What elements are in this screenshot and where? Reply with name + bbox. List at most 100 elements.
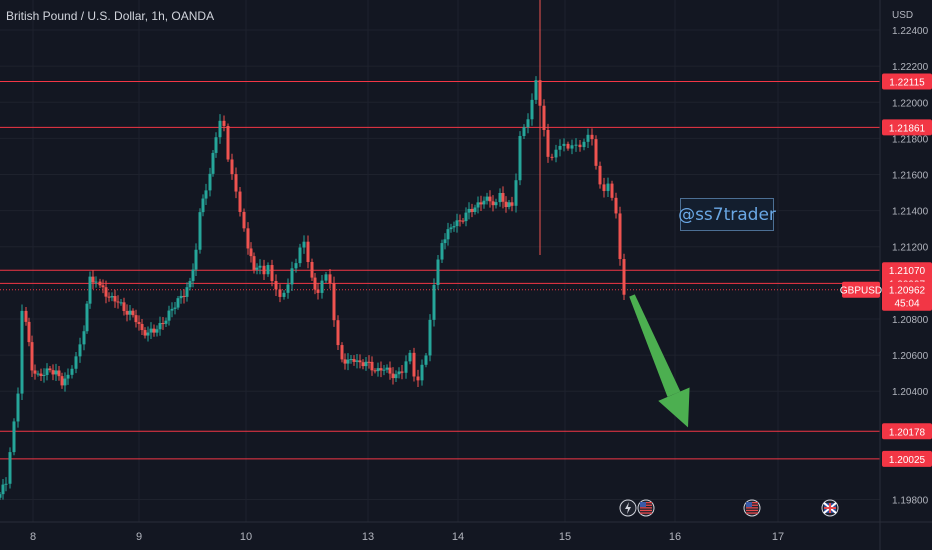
candle-body [188,281,192,288]
x-tick-label: 10 [240,531,252,543]
candle-body [385,367,389,370]
candle-body [78,344,82,357]
candle-body [416,376,420,381]
candle-body [428,319,432,356]
candle-body [526,119,530,128]
candle-body [0,494,2,498]
candle-body [566,143,570,149]
level-tag [882,262,932,279]
flag-stripe [746,507,758,509]
candle-body [27,321,31,343]
us-flag-icon[interactable] [743,499,761,517]
candle-body [208,173,212,191]
candle-body [361,362,365,367]
candle-body [113,296,117,302]
candle-body [91,276,95,283]
candle-body [602,184,606,192]
candle-body [336,320,340,346]
y-tick-label: 1.19800 [892,496,929,507]
level-tag-label: 1.20178 [889,427,926,438]
candle-body [491,201,495,206]
candle-body [578,144,582,148]
event-icons[interactable] [619,499,839,517]
candle-body [54,370,58,375]
x-tick-label: 14 [452,531,464,543]
y-tick-label: 1.20400 [892,387,929,398]
currency-label: USD [892,10,913,21]
candle-body [470,208,474,212]
level-tag-label: 1.20025 [889,455,926,466]
candle-body [218,120,222,138]
lightning-icon[interactable] [619,499,637,517]
candle-body [161,323,165,325]
candle-body [370,361,374,371]
us-flag-icon[interactable] [637,499,655,517]
candle-body [610,183,614,198]
candle-body [60,376,64,386]
candle-body [324,274,328,281]
candle-body [482,200,486,205]
candle-body [501,193,505,202]
candle-body [400,371,404,373]
candle-body [320,280,324,293]
level-tag [882,450,932,467]
candle-body [198,212,202,250]
candle-body [128,310,132,315]
time-axis[interactable]: 8 9 10 13 14 15 16 17 [0,521,932,543]
uk-flag-icon[interactable] [821,499,839,517]
candle-body [16,393,20,422]
y-tick-label: 1.21400 [892,207,929,218]
arrow-shaft [629,294,681,397]
candle-body [302,241,306,248]
last-price-tag [882,281,932,311]
chart-grid [0,0,880,522]
candle-body [606,183,610,192]
y-tick-label: 1.21200 [892,243,929,254]
candle-body [152,328,156,333]
candle-body [238,191,242,212]
candle-body [222,120,226,126]
candle-body [510,202,514,206]
candle-body [12,421,16,453]
candle-body [443,239,447,244]
candle-body [125,310,129,315]
candle-body [48,368,52,371]
candle-body [514,180,518,206]
candles [0,0,626,500]
candle-body [476,202,480,208]
candle-body [379,368,383,371]
candle-body [20,310,24,394]
candle-body [170,308,174,311]
candle-body [214,137,218,153]
candle-body [352,359,356,362]
level-tag [882,73,932,90]
candle-body [230,159,234,175]
candle-body [36,373,40,375]
candle-body [74,356,78,369]
y-tick-label: 1.20800 [892,315,929,326]
candle-body [582,141,586,148]
candle-body [373,370,377,372]
candle-body [332,283,336,321]
candle-body [8,452,12,484]
candle-body [574,144,578,146]
price-axis[interactable]: 1.22400 1.22200 1.22000 1.21800 1.21600 1.214… [840,0,932,550]
candle-body [176,298,180,308]
candle-body [622,259,626,295]
candle-body [286,284,290,293]
candle-body [488,196,492,202]
arrow-head [658,387,690,428]
candle-body [182,295,186,297]
candle-body [316,289,320,293]
candle-body [382,369,386,371]
candle-body [618,213,622,260]
flag-canton [640,502,646,507]
flag-stripe [746,509,758,512]
candle-body [420,364,424,381]
candle-body [185,287,189,297]
candle-body [507,202,511,208]
candle-body [66,374,70,379]
candle-body [340,345,344,360]
candle-body [204,190,208,199]
